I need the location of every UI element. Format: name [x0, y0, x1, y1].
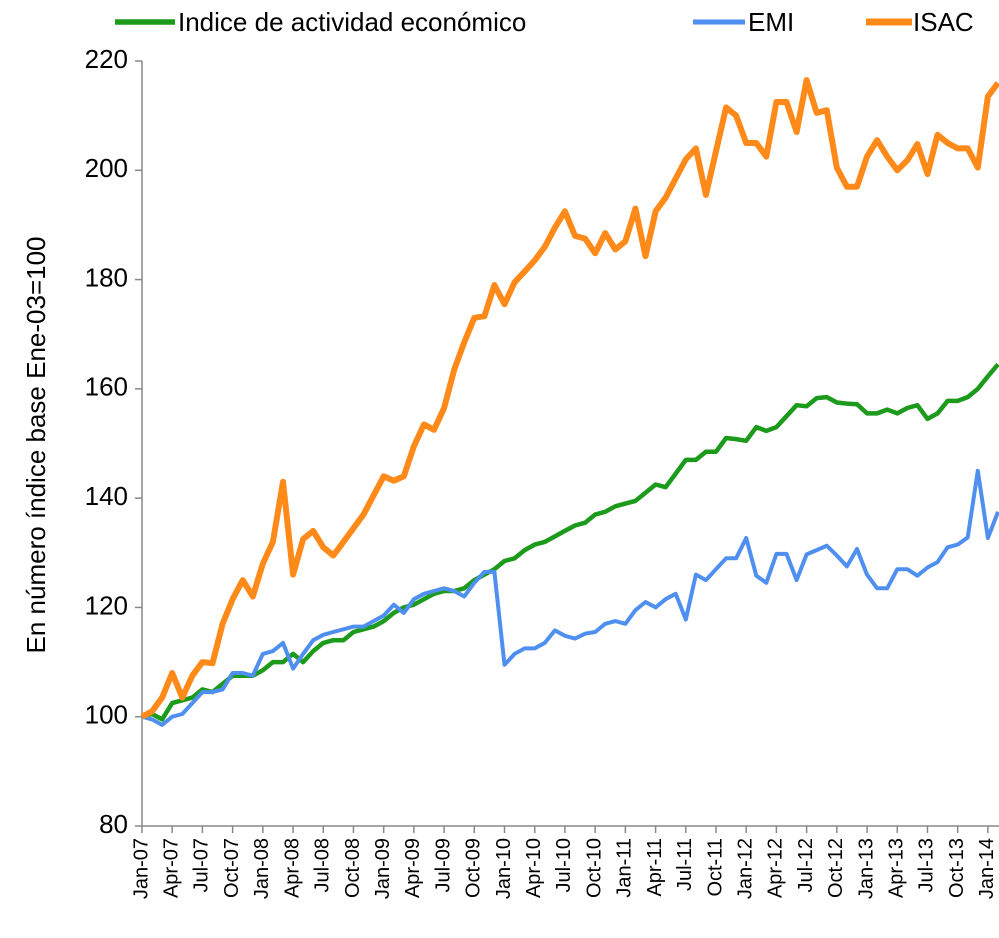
x-tick-label: Jul-13: [916, 838, 938, 892]
x-tick-label: Jan-12: [734, 838, 756, 899]
x-tick-label: Jul-11: [674, 838, 696, 891]
x-tick-label: Jan-07: [130, 838, 152, 899]
x-tick-label: Jul-10: [553, 838, 575, 892]
x-tick-label: Apr-13: [886, 838, 908, 898]
x-tick-label: Jan-08: [251, 838, 273, 899]
x-tick-label: Jul-08: [312, 838, 334, 892]
y-tick-label: 220: [85, 44, 128, 74]
legend-label: Indice de actividad económico: [178, 7, 526, 37]
x-tick-label: Oct-09: [463, 838, 485, 898]
x-tick-label: Apr-12: [765, 838, 787, 898]
legend-label: EMI: [748, 7, 794, 37]
x-tick-label: Apr-11: [644, 838, 666, 897]
y-axis-title: En número índice base Ene-03=100: [21, 236, 51, 653]
x-tick-label: Jan-10: [493, 838, 515, 899]
y-tick-label: 80: [99, 809, 128, 839]
x-tick-label: Jul-07: [191, 838, 213, 892]
y-tick-label: 140: [85, 481, 128, 511]
x-tick-label: Apr-09: [402, 838, 424, 898]
x-tick-label: Jul-12: [795, 838, 817, 892]
x-tick-label: Oct-08: [342, 838, 364, 898]
y-tick-label: 200: [85, 153, 128, 183]
y-tick-label: 100: [85, 700, 128, 730]
x-tick-label: Oct-07: [221, 838, 243, 898]
x-tick-label: Oct-10: [583, 838, 605, 898]
series-line: [141, 468, 999, 727]
x-tick-label: Apr-07: [160, 838, 182, 898]
x-tick-label: Apr-10: [523, 838, 545, 898]
series-line: [141, 362, 999, 722]
y-tick-label: 180: [85, 262, 128, 292]
x-tick-label: Oct-12: [825, 838, 847, 898]
legend-label: ISAC: [913, 7, 974, 37]
y-tick-label: 120: [85, 590, 128, 620]
series-line: [140, 77, 999, 720]
x-tick-label: Jan-13: [855, 838, 877, 899]
x-tick-label: Jul-09: [432, 838, 454, 892]
x-tick-label: Jan-09: [372, 838, 394, 899]
x-tick-label: Oct-11: [704, 838, 726, 897]
x-tick-label: Apr-08: [281, 838, 303, 898]
x-tick-label: Jan-11: [614, 838, 636, 898]
x-tick-label: Oct-13: [946, 838, 968, 898]
y-tick-label: 160: [85, 372, 128, 402]
x-tick-label: Jan-14: [976, 838, 998, 899]
